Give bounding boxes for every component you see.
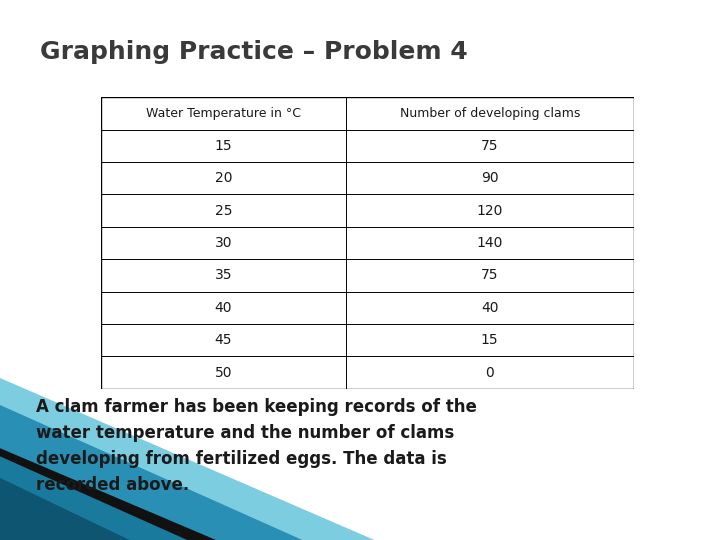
Text: 75: 75 — [481, 268, 498, 282]
Text: 45: 45 — [215, 333, 232, 347]
Text: 75: 75 — [481, 139, 498, 153]
Text: 140: 140 — [477, 236, 503, 250]
Text: A clam farmer has been keeping records of the
water temperature and the number o: A clam farmer has been keeping records o… — [35, 399, 477, 494]
Text: 35: 35 — [215, 268, 232, 282]
Text: 120: 120 — [477, 204, 503, 218]
Text: Number of developing clams: Number of developing clams — [400, 107, 580, 120]
Polygon shape — [0, 448, 216, 540]
Polygon shape — [0, 378, 374, 540]
Text: 20: 20 — [215, 171, 232, 185]
Text: 0: 0 — [485, 366, 494, 380]
Polygon shape — [0, 405, 302, 540]
Text: 40: 40 — [481, 301, 498, 315]
Polygon shape — [0, 478, 130, 540]
Text: 25: 25 — [215, 204, 232, 218]
Text: 90: 90 — [481, 171, 498, 185]
Text: 15: 15 — [481, 333, 498, 347]
Text: 50: 50 — [215, 366, 232, 380]
Text: 15: 15 — [215, 139, 232, 153]
Polygon shape — [0, 456, 187, 540]
Text: 40: 40 — [215, 301, 232, 315]
Text: 30: 30 — [215, 236, 232, 250]
Text: Graphing Practice – Problem 4: Graphing Practice – Problem 4 — [40, 40, 467, 64]
Text: Water Temperature in °C: Water Temperature in °C — [146, 107, 301, 120]
